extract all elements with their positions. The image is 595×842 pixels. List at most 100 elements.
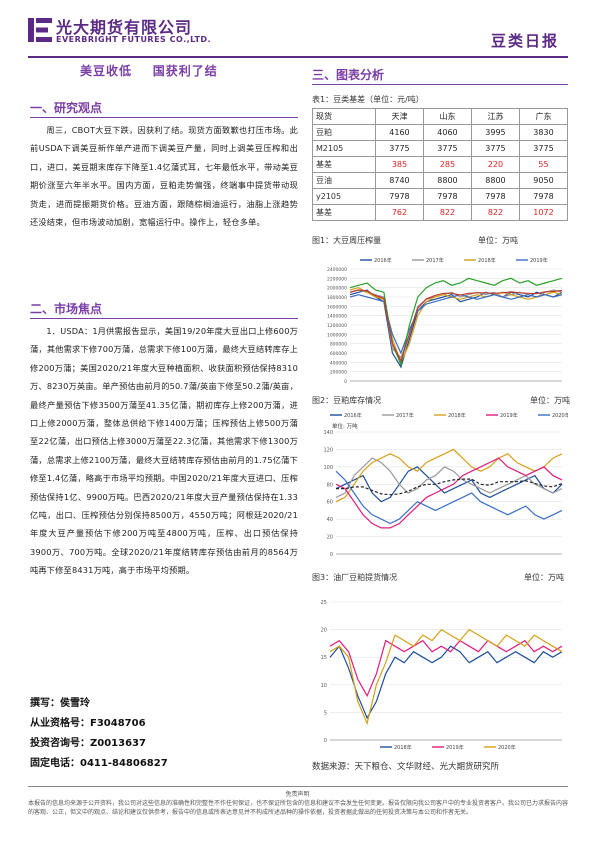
table-row: M2105 3775 3775 3775 3775: [312, 140, 569, 157]
table-cell: 8740: [374, 172, 424, 189]
table-cell: 3775: [470, 140, 520, 157]
research-view-paragraph: 周三，CBOT大豆下跌，因获利了结。现货方面致歉也打压市场。此前USDA下调美豆…: [30, 125, 298, 228]
legend-label: 2016年: [374, 257, 392, 264]
report-title: 豆类日报: [490, 32, 559, 50]
y-tick-label: 800000: [330, 342, 347, 348]
disclaimer-title: 免责声明: [285, 791, 310, 798]
headline: 美豆收低 国获利了结: [80, 64, 218, 78]
qualification-number: 从业资格号：F3048706: [30, 718, 146, 729]
table-caption: 表1：豆类基差（单位：元/吨）: [312, 95, 424, 104]
table-cell: 4160: [374, 124, 424, 141]
table-cell: 822: [470, 204, 520, 221]
chart3-unit: 单位：万吨: [524, 573, 564, 582]
legend-label: 2019年: [500, 412, 518, 419]
series-line: [329, 628, 563, 726]
footer-divider: [28, 786, 568, 787]
table-cell: 3830: [518, 124, 569, 141]
header-divider: [28, 56, 568, 58]
y-tick-label: 80: [327, 482, 333, 488]
y-tick-label: 20: [321, 628, 327, 634]
table-row: 基差 762 822 822 1072: [312, 204, 569, 221]
table-row-label: y2105: [312, 188, 376, 205]
y-tick-label: 1600000: [327, 304, 347, 310]
table-row-label: 基差: [312, 204, 376, 221]
table-cell: 822: [422, 204, 472, 221]
table-cell: 285: [422, 156, 472, 173]
chart2-caption: 图2：豆粕库存情况: [312, 396, 382, 405]
table-row-label: 豆油: [312, 172, 376, 189]
chart-soybean-crush: 2400000220000020000001800000160000014000…: [310, 255, 568, 387]
y-tick-label: 120: [323, 447, 333, 453]
table-cell: 7978: [518, 188, 569, 205]
author-block: 撰写：侯雪玲 从业资格号：F3048706 投资咨询号：Z0013637 固定电…: [30, 694, 168, 774]
y-tick-label: 15: [321, 655, 327, 661]
legend-label: 2016年: [344, 412, 362, 419]
table-cell: 7978: [422, 188, 472, 205]
section-research-title: 一、研究观点: [30, 101, 103, 115]
series-line: [329, 639, 563, 698]
table-row: 基差 385 285 220 55: [312, 156, 569, 173]
section-divider: [30, 318, 298, 319]
legend-label: 2017年: [426, 257, 444, 264]
company-logo-icon: [28, 18, 52, 42]
y-tick-label: 400000: [330, 360, 347, 366]
y-tick-label: 0: [330, 552, 333, 558]
y-tick-label: 2400000: [327, 267, 347, 273]
series-line: [349, 277, 563, 367]
table-cell: 3995: [470, 124, 520, 141]
series-line: [335, 457, 563, 498]
table-cell: 55: [518, 156, 569, 173]
table-row: 豆油 8740 8800 8800 9050: [312, 172, 569, 189]
basis-table: 现货 天津 山东 江苏 广东 豆粕 4160 4060 3995 3830 M2105 3775 377…: [312, 108, 569, 221]
chart-meal-inventory: 140 120 100 80 60 40 20 0 2016年 2017年 2018年 2019年 20…: [310, 410, 568, 560]
table-header-cell: 江苏: [470, 108, 520, 125]
y-tick-label: 5: [324, 710, 327, 716]
table-row-label: M2105: [312, 140, 376, 157]
series-line: [336, 478, 563, 496]
series-line: [335, 470, 563, 525]
consulting-number: 投资咨询号：Z0013637: [30, 738, 146, 749]
chart-meal-pickup: 25 20 15 10 5 0 2018年 2019年 2020年: [310, 592, 568, 754]
y-tick-label: 1400000: [327, 314, 347, 320]
table-cell: 8800: [422, 172, 472, 189]
y-tick-label: 60: [327, 500, 333, 506]
table-cell: 762: [374, 204, 424, 221]
series-line: [335, 457, 563, 529]
series-line: [349, 294, 563, 355]
table-row-label: 豆粕: [312, 124, 376, 141]
y-tick-label: 20: [327, 535, 333, 541]
y-tick-label: 1000000: [327, 332, 347, 338]
table-row-label: 基差: [312, 156, 376, 173]
legend-label: 2019年: [446, 744, 464, 751]
y-tick-label: 10: [321, 683, 327, 689]
y-tick-label: 1800000: [327, 295, 347, 301]
y-tick-label: 0: [344, 379, 347, 385]
table-cell: 3775: [422, 140, 472, 157]
y-tick-label: 25: [321, 600, 327, 606]
chart2-inner-unit: 单位: 万吨: [332, 422, 358, 430]
series-line: [335, 466, 563, 503]
series-line: [349, 289, 563, 363]
market-focus-text: 1．USDA：1月供需报告显示，美国19/20年度大豆出口上修600万蒲，其他需…: [30, 322, 298, 580]
section-divider: [312, 84, 568, 85]
table-row: 豆粕 4160 4060 3995 3830: [312, 124, 569, 141]
table-row: y2105 7978 7978 7978 7978: [312, 188, 569, 205]
table-header-cell: 现货: [312, 108, 376, 125]
table-cell: 7978: [470, 188, 520, 205]
y-tick-label: 2000000: [327, 286, 347, 292]
legend-label: 2018年: [394, 744, 412, 751]
y-tick-label: 600000: [330, 351, 347, 357]
section-chart-analysis-title: 三、图表分析: [312, 68, 385, 82]
data-source: 数据来源：天下粮仓、文华财经、光大期货研究所: [312, 762, 500, 772]
chart1-unit: 单位：万吨: [478, 236, 518, 245]
disclaimer-text: 本报告的信息均来源于公开资料，我公司对这些信息的准确性和完整性不作任何保证，也不…: [28, 800, 569, 816]
y-tick-label: 1200000: [327, 323, 347, 329]
market-focus-paragraph: 1．USDA：1月供需报告显示，美国19/20年度大豆出口上修600万蒲，其他需…: [30, 326, 298, 576]
company-name-cn: 光大期货有限公司: [56, 18, 193, 37]
table-cell: 9050: [518, 172, 569, 189]
legend-label: 2018年: [478, 257, 496, 264]
chart3-caption: 图3：油厂豆粕提货情况: [312, 573, 398, 582]
table-cell: 3775: [518, 140, 569, 157]
table-cell: 4060: [422, 124, 472, 141]
legend-label: 2020年: [498, 744, 516, 751]
